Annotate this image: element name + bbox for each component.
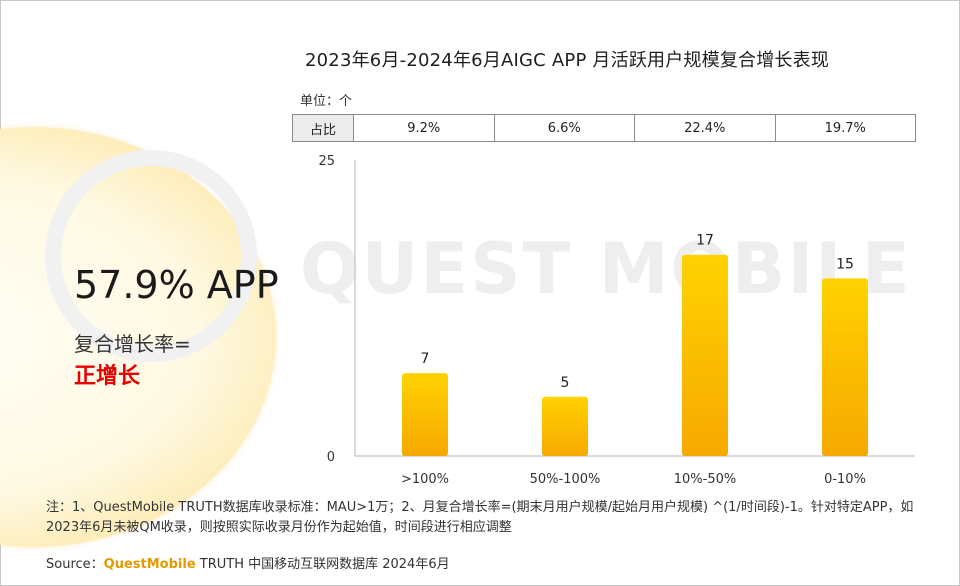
- share-cell: 6.6%: [493, 114, 635, 142]
- footnote: 注：1、QuestMobile TRUTH数据库收录标准：MAU>1万；2、月复…: [46, 500, 914, 535]
- x-tick-label: 50%-100%: [530, 472, 601, 487]
- source-brand: QuestMobile: [103, 557, 196, 572]
- bar-value-label: 15: [836, 256, 854, 272]
- share-cell: 19.7%: [774, 114, 916, 142]
- chart-title: 2023年6月-2024年6月AIGC APP 月活跃用户规模复合增长表现: [305, 50, 830, 71]
- source-rest: TRUTH 中国移动互联网数据库 2024年6月: [195, 557, 450, 572]
- y-tick-label: 25: [318, 154, 335, 169]
- bar: [822, 278, 868, 456]
- bar: [682, 254, 728, 456]
- highlight-rate-value: 正增长: [74, 364, 141, 389]
- unit-label: 单位：个: [300, 94, 353, 109]
- x-tick-label: 10%-50%: [674, 472, 736, 487]
- highlight-rate-label: 复合增长率=: [74, 332, 191, 356]
- bar-value-label: 5: [561, 375, 570, 391]
- share-row: 占比 9.2% 6.6% 22.4% 19.7%: [292, 114, 916, 142]
- x-tick-label: 0-10%: [824, 472, 866, 487]
- share-cell: 9.2%: [353, 114, 495, 142]
- bar-value-label: 7: [421, 351, 430, 367]
- share-table: 占比 9.2% 6.6% 22.4% 19.7%: [292, 114, 916, 142]
- highlight-percent: 57.9% APP: [74, 263, 279, 307]
- bar: [542, 396, 588, 456]
- share-row-label: 占比: [292, 114, 354, 142]
- x-tick-label: >100%: [401, 472, 449, 487]
- y-tick-label: 0: [327, 450, 335, 465]
- source-prefix: Source：: [46, 557, 104, 572]
- watermark: QUEST MOBILE: [300, 228, 912, 310]
- bar-value-label: 17: [696, 233, 714, 249]
- source-line: Source：QuestMobile TRUTH 中国移动互联网数据库 2024…: [46, 553, 450, 572]
- bar: [402, 373, 448, 456]
